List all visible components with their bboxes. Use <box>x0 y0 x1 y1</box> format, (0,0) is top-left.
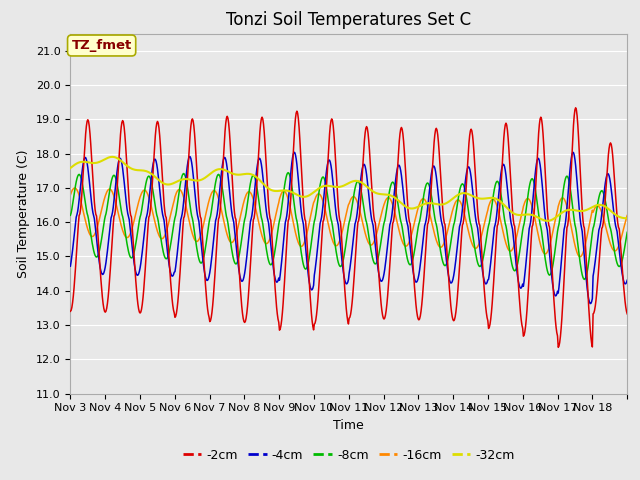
Y-axis label: Soil Temperature (C): Soil Temperature (C) <box>17 149 30 278</box>
Title: Tonzi Soil Temperatures Set C: Tonzi Soil Temperatures Set C <box>226 11 472 29</box>
Text: TZ_fmet: TZ_fmet <box>72 39 132 52</box>
Legend: -2cm, -4cm, -8cm, -16cm, -32cm: -2cm, -4cm, -8cm, -16cm, -32cm <box>178 444 520 467</box>
X-axis label: Time: Time <box>333 419 364 432</box>
